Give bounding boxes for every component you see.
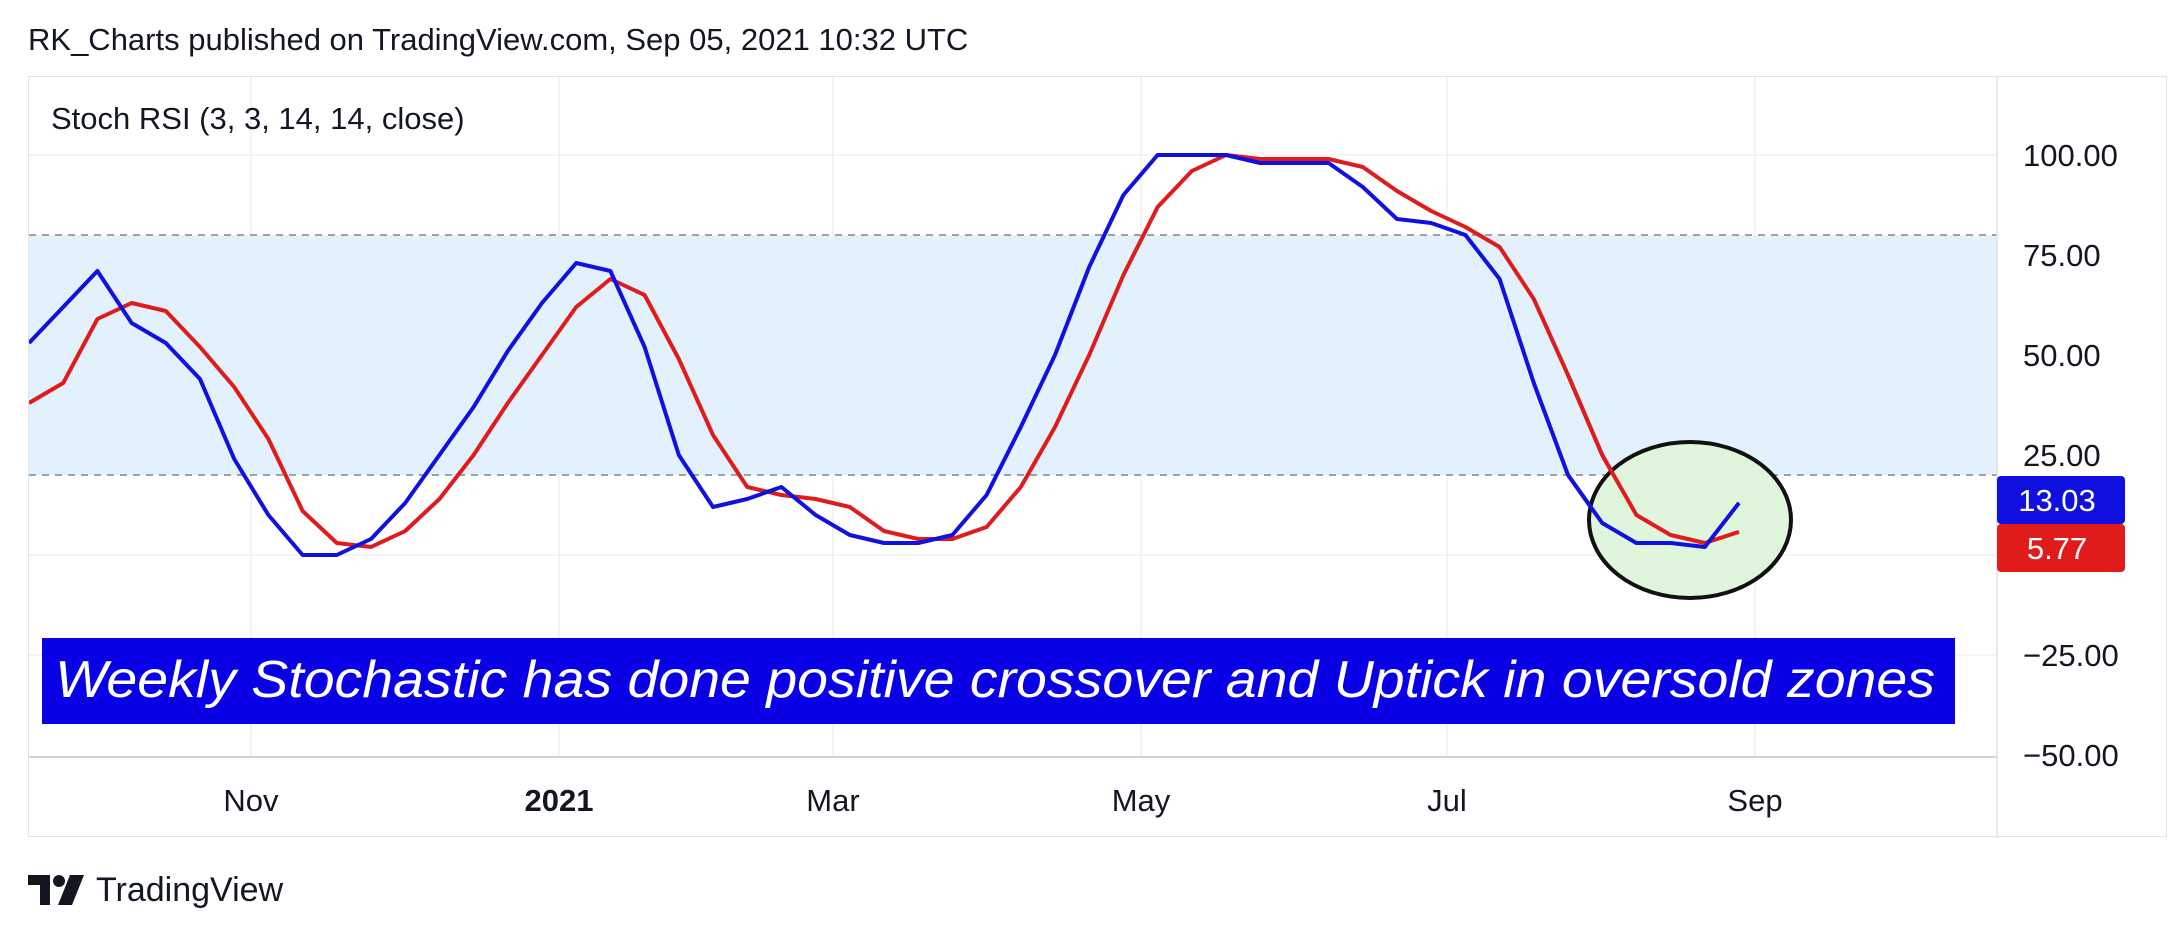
y-tick-label: 25.00: [2023, 438, 2101, 473]
last-value-badge-bg: [1997, 476, 2125, 524]
stoch-rsi-chart[interactable]: 100.00 75.00 50.00 25.00 −25.00 −50.00 Nov 202…: [29, 77, 2168, 838]
indicator-title[interactable]: Stoch RSI (3, 3, 14, 14, close): [51, 101, 465, 136]
y-axis[interactable]: 100.00 75.00 50.00 25.00 −25.00 −50.00: [2023, 138, 2119, 773]
footer: TradingView: [28, 868, 283, 912]
annotation-banner: Weekly Stochastic has done positive cros…: [42, 638, 1955, 724]
last-value-badge-bg: [1997, 524, 2125, 572]
last-value-badge: 5.77: [2027, 531, 2087, 566]
series-group: [29, 153, 1741, 557]
x-tick-label: Nov: [223, 783, 279, 818]
last-value-badge: 13.03: [2018, 483, 2096, 518]
brand-name[interactable]: TradingView: [96, 870, 284, 909]
x-tick-label: May: [1112, 783, 1171, 818]
annotation-background: [42, 638, 1955, 724]
y-tick-label: 100.00: [2023, 138, 2118, 173]
y-tick-label: −25.00: [2023, 638, 2119, 673]
publish-header: RK_Charts published on TradingView.com, …: [28, 22, 969, 57]
y-tick-label: 50.00: [2023, 338, 2101, 373]
oversold-crossover-circle: [1587, 440, 1793, 600]
series-line-d: [29, 153, 1740, 549]
series-line-k-tail: [1566, 473, 1741, 549]
series-group-top: [1566, 374, 1741, 549]
series-line-k: [29, 153, 1741, 557]
x-axis[interactable]: Nov 2021 Mar May Jul Sep: [223, 783, 1782, 818]
y-tick-label: −50.00: [2023, 738, 2119, 773]
chart-panel[interactable]: 100.00 75.00 50.00 25.00 −25.00 −50.00 Nov 202…: [28, 76, 2168, 838]
last-value-badges: 13.03 5.77: [1997, 476, 2125, 572]
x-tick-label: 2021: [525, 783, 594, 818]
x-tick-label: Jul: [1427, 783, 1467, 818]
tradingview-logo-icon[interactable]: [28, 875, 84, 905]
x-tick-label: Mar: [806, 783, 859, 818]
annotation-text: Weekly Stochastic has done positive cros…: [55, 651, 1935, 709]
overbought-oversold-band: [29, 235, 1997, 475]
x-tick-label: Sep: [1727, 783, 1782, 818]
y-tick-label: 75.00: [2023, 238, 2101, 273]
